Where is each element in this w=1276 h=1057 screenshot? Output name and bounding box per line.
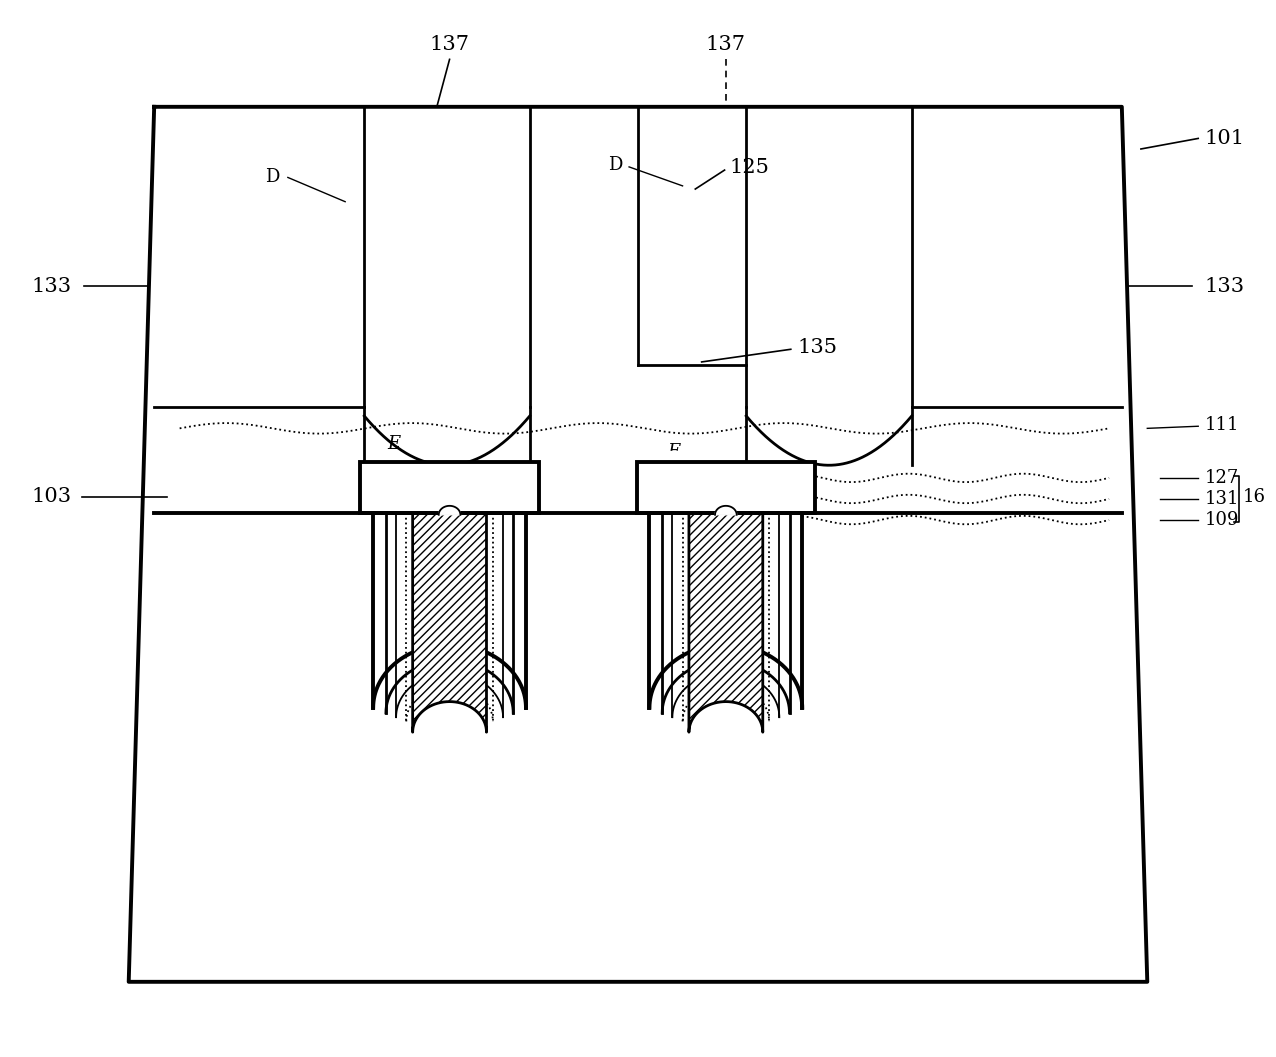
Polygon shape bbox=[412, 513, 486, 733]
Text: 137: 137 bbox=[430, 35, 470, 54]
Text: D: D bbox=[264, 168, 279, 186]
Text: 16: 16 bbox=[1243, 488, 1266, 506]
Text: 135: 135 bbox=[798, 337, 837, 356]
Text: 111: 111 bbox=[1205, 416, 1239, 434]
Text: 103: 103 bbox=[32, 487, 71, 506]
Polygon shape bbox=[689, 513, 763, 733]
Text: 133: 133 bbox=[1205, 277, 1244, 296]
Polygon shape bbox=[129, 107, 1147, 982]
Text: D: D bbox=[609, 155, 623, 173]
Text: E: E bbox=[387, 435, 401, 453]
Text: 133: 133 bbox=[32, 277, 71, 296]
Text: 137: 137 bbox=[706, 35, 746, 54]
Text: E: E bbox=[667, 443, 680, 461]
Text: 131: 131 bbox=[1205, 490, 1239, 508]
Polygon shape bbox=[373, 451, 526, 708]
Text: 109: 109 bbox=[1205, 512, 1239, 530]
Text: 127: 127 bbox=[1205, 469, 1239, 487]
Bar bbox=[637, 462, 815, 513]
Polygon shape bbox=[715, 506, 736, 515]
Bar bbox=[360, 462, 538, 513]
Polygon shape bbox=[649, 451, 803, 708]
Polygon shape bbox=[439, 506, 461, 515]
Text: 101: 101 bbox=[1205, 129, 1244, 148]
Text: 125: 125 bbox=[730, 159, 769, 178]
